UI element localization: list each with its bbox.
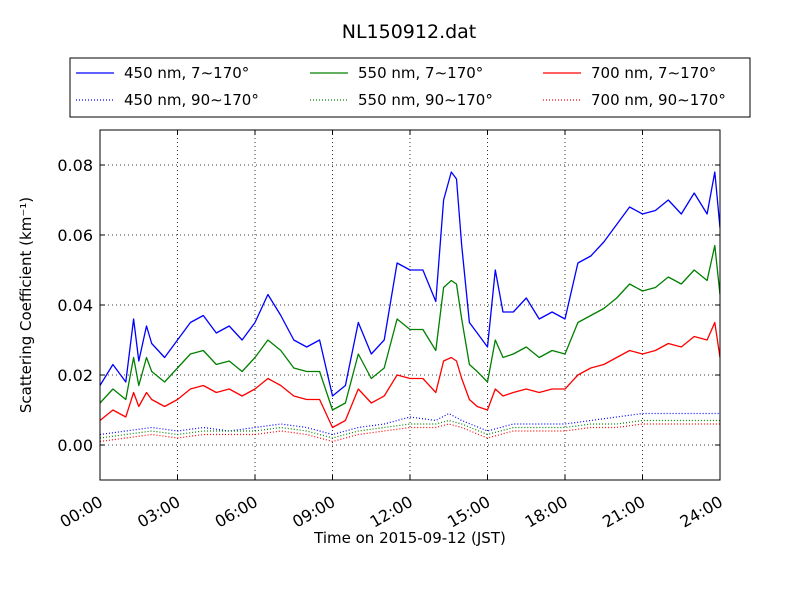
x-tick-label: 12:00 — [367, 492, 416, 532]
series-line — [100, 171, 720, 397]
y-tick-label: 0.06 — [57, 226, 93, 245]
series-line — [100, 423, 720, 443]
legend: 450 nm, 7∼170° 450 nm, 90∼170° 550 nm, 7∼1… — [76, 64, 726, 109]
y-tick-label: 0.04 — [57, 296, 93, 315]
legend-entry-label: 700 nm, 7∼170° — [591, 64, 716, 82]
series-line — [100, 412, 720, 436]
series-layer — [100, 171, 720, 443]
x-tick-label: 09:00 — [289, 492, 338, 532]
x-tick-label: 03:00 — [134, 492, 183, 532]
x-tick-label: 00:00 — [57, 492, 106, 532]
legend-entry-label: 700 nm, 90∼170° — [591, 91, 726, 109]
x-tick-label: 06:00 — [212, 492, 261, 532]
legend-entry-label: 550 nm, 90∼170° — [358, 91, 493, 109]
series-line — [100, 419, 720, 439]
x-tick-label: 18:00 — [522, 492, 571, 532]
series-line — [100, 321, 720, 429]
legend-entry-label: 450 nm, 90∼170° — [124, 91, 259, 109]
x-tick-label: 24:00 — [677, 492, 726, 532]
y-axis-label: Scattering Coefficient (km⁻¹) — [17, 197, 35, 413]
x-tick-label: 15:00 — [444, 492, 493, 532]
x-tick-label: 21:00 — [599, 492, 648, 532]
legend-frame — [69, 57, 751, 118]
y-tick-label: 0.00 — [57, 436, 93, 455]
series-line — [100, 244, 720, 411]
x-axis-label: Time on 2015-09-12 (JST) — [313, 529, 506, 547]
chart-title: NL150912.dat — [342, 21, 477, 43]
y-tick-label: 0.02 — [57, 366, 93, 385]
y-tick-label: 0.08 — [57, 156, 93, 175]
grid — [100, 130, 720, 480]
legend-entry-label: 450 nm, 7∼170° — [124, 64, 249, 82]
legend-entry-label: 550 nm, 7∼170° — [358, 64, 483, 82]
